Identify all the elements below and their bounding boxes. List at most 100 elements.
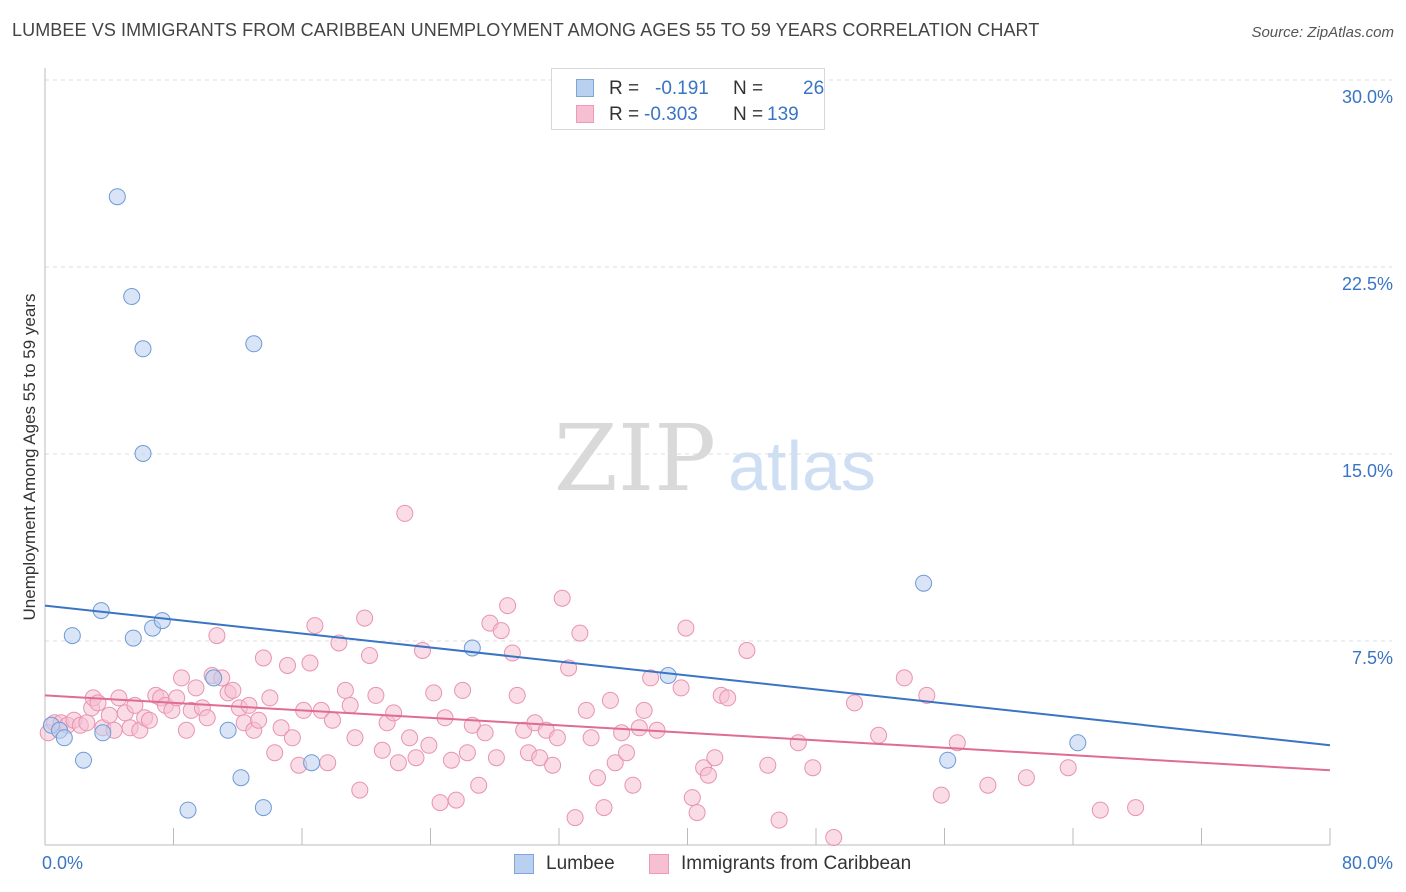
caribbean-point — [78, 714, 96, 732]
legend-r-label: R = — [609, 78, 640, 99]
caribbean-point — [895, 669, 913, 687]
caribbean-point — [560, 659, 578, 677]
lumbee-point — [63, 627, 81, 645]
caribbean-point — [595, 799, 613, 817]
caribbean-point — [266, 744, 284, 762]
caribbean-point — [508, 686, 526, 704]
caribbean-point — [577, 701, 595, 719]
caribbean-point — [361, 647, 378, 664]
legend-swatch-caribbean — [576, 105, 594, 123]
caribbean-point — [306, 617, 324, 635]
caribbean-point — [979, 776, 997, 794]
trend-line-lumbee — [44, 604, 1331, 747]
caribbean-point — [1091, 801, 1109, 819]
lumbee-point — [254, 799, 272, 817]
y-tick-label: 30.0% — [1342, 87, 1393, 107]
chart-title: LUMBEE VS IMMIGRANTS FROM CARIBBEAN UNEM… — [12, 20, 1040, 40]
x-tick-label: 80.0% — [1342, 853, 1393, 873]
caribbean-point — [319, 754, 337, 772]
x-tick-label: 0.0% — [42, 853, 83, 873]
lumbee-point — [55, 729, 73, 747]
caribbean-point — [618, 744, 635, 762]
caribbean-point — [932, 786, 950, 804]
caribbean-point — [173, 669, 190, 687]
tick-labels: 7.5% 15.0% 22.5% 30.0% 0.0% 80.0% — [42, 87, 1393, 873]
caribbean-point — [346, 729, 364, 747]
caribbean-point — [341, 696, 359, 714]
caribbean-point — [407, 749, 425, 767]
caribbean-point — [548, 729, 566, 747]
caribbean-point — [738, 642, 756, 659]
legend-n-label: N = — [733, 78, 764, 99]
caribbean-point — [719, 689, 737, 707]
correlation-legend: R = -0.191 N = 26 R = -0.303 N = 139 — [551, 68, 825, 130]
caribbean-point — [425, 684, 443, 702]
caribbean-point — [589, 769, 606, 787]
caribbean-point — [420, 736, 438, 754]
legend-n-value: 26 — [803, 78, 825, 99]
caribbean-point — [254, 649, 272, 667]
caribbean-point — [367, 686, 385, 704]
caribbean-point — [677, 619, 695, 637]
trend-line-caribbean — [44, 694, 1331, 772]
caribbean-point — [770, 811, 788, 829]
caribbean-point — [1127, 799, 1145, 817]
caribbean-point — [224, 681, 242, 699]
caribbean-point — [582, 729, 600, 747]
caribbean-point — [324, 711, 341, 729]
caribbean-point — [385, 704, 403, 722]
caribbean-point — [606, 754, 624, 772]
lumbee-point — [123, 288, 141, 305]
caribbean-point — [571, 624, 589, 642]
caribbean-point — [699, 766, 717, 784]
lumbee-point — [219, 721, 237, 739]
legend-r-value: -0.303 — [644, 104, 698, 125]
chart-source: Source: ZipAtlas.com — [1251, 24, 1394, 41]
caribbean-point — [396, 504, 414, 522]
caribbean-point — [198, 709, 216, 727]
lumbee-point — [205, 669, 223, 687]
caribbean-point — [544, 756, 562, 774]
trend-lines — [44, 604, 1331, 772]
caribbean-point — [389, 754, 407, 772]
legend-n-label: N = — [733, 104, 764, 125]
caribbean-point — [1017, 769, 1035, 787]
caribbean-point — [283, 729, 301, 747]
lumbee-point — [75, 751, 92, 769]
caribbean-point — [336, 681, 354, 699]
caribbean-point — [208, 627, 226, 645]
caribbean-point — [1059, 759, 1077, 777]
bottom-legend-swatch-lumbee — [514, 854, 534, 874]
watermark-atlas: atlas — [728, 427, 876, 505]
caribbean-point — [187, 679, 205, 697]
caribbean-point — [492, 622, 510, 640]
caribbean-point — [706, 749, 724, 767]
caribbean-point — [870, 726, 888, 744]
caribbean-point — [642, 669, 660, 687]
lumbee-point — [303, 754, 321, 772]
bottom-legend-swatch-caribbean — [649, 854, 669, 874]
caribbean-point — [948, 734, 966, 752]
y-tick-label: 22.5% — [1342, 274, 1393, 294]
legend-swatch-lumbee — [576, 79, 594, 97]
lumbee-point — [915, 574, 933, 592]
lumbee-point — [245, 335, 263, 353]
caribbean-point — [672, 679, 690, 697]
lumbee-point — [108, 188, 126, 206]
caribbean-point — [470, 776, 488, 794]
y-tick-label: 15.0% — [1342, 461, 1393, 481]
lumbee-point — [939, 751, 957, 769]
caribbean-point — [476, 724, 494, 742]
caribbean-point — [373, 741, 391, 759]
caribbean-point — [487, 749, 505, 767]
caribbean-point — [454, 681, 472, 699]
caribbean-point — [447, 791, 465, 809]
caribbean-point — [458, 744, 476, 762]
lumbee-point — [179, 801, 197, 819]
caribbean-point — [301, 654, 319, 672]
caribbean-point — [100, 706, 118, 724]
lumbee-point — [134, 340, 152, 358]
caribbean-point — [846, 694, 863, 712]
bottom-legend-label: Lumbee — [546, 853, 615, 874]
